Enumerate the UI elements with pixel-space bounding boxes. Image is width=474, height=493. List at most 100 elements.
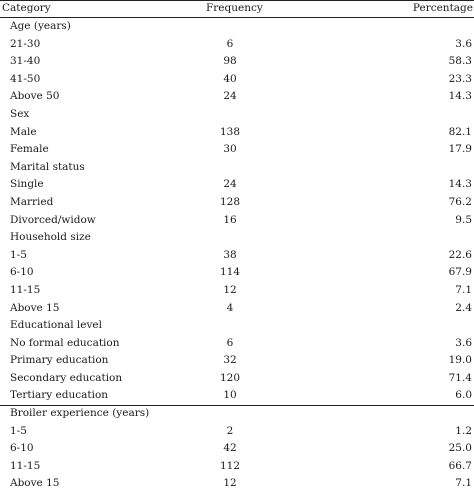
section-row: Sex (0, 106, 474, 124)
cell-category: Age (years) (10, 20, 71, 32)
cell-category: Single (10, 178, 44, 191)
table-row: Tertiary education 10 6.0 (0, 387, 474, 405)
table-row: 1-5 38 22.6 (0, 247, 474, 265)
cell-frequency: 12 (223, 283, 237, 296)
table-row: 1-5 2 1.2 (0, 423, 474, 441)
cell-frequency: 128 (219, 195, 241, 208)
table-row: 41-50 40 23.3 (0, 71, 474, 89)
cell-frequency: 24 (223, 90, 237, 103)
cell-frequency: 10 (223, 389, 237, 402)
table-body: Age (years) 21-30 6 3.6 31-40 98 58.3 41-50 40 23… (0, 18, 474, 493)
section-row: Household size (0, 229, 474, 247)
table-row: No formal education 6 3.6 (0, 335, 474, 353)
table-row: 31-40 98 58.3 (0, 53, 474, 71)
table-row: 21-30 6 3.6 (0, 36, 474, 54)
header-category: Category (2, 2, 51, 14)
table-row: Female 30 17.9 (0, 141, 474, 159)
table-top-rule (0, 0, 474, 1)
cell-percentage: 2.4 (455, 301, 472, 314)
cell-category: 41-50 (10, 72, 41, 85)
cell-frequency: 32 (223, 354, 237, 367)
table-row: 6-10 42 25.0 (0, 440, 474, 458)
table-header: Category Frequency Percentage (0, 0, 474, 17)
cell-frequency: 138 (219, 125, 241, 138)
cell-category: 1-5 (10, 248, 27, 261)
cell-category: Male (10, 125, 37, 138)
cell-percentage: 23.3 (448, 72, 472, 85)
cell-percentage: 76.2 (448, 195, 472, 208)
cell-percentage: 7.1 (455, 283, 472, 296)
cell-percentage: 17.9 (448, 143, 472, 156)
table-row: Married 128 76.2 (0, 194, 474, 212)
cell-category: Marital status (10, 160, 85, 173)
cell-frequency: 42 (223, 442, 237, 455)
cell-category: 21-30 (10, 37, 41, 50)
cell-percentage: 3.6 (455, 336, 472, 349)
cell-percentage: 14.3 (448, 178, 472, 191)
table-row: Above 50 24 14.3 (0, 88, 474, 106)
cell-category: Tertiary education (10, 389, 109, 402)
cell-category: 11-15 (10, 283, 41, 296)
cell-percentage: 22.6 (448, 248, 472, 261)
cell-frequency: 4 (226, 301, 234, 314)
cell-category: Educational level (10, 319, 102, 332)
cell-category: Above 15 (10, 477, 60, 490)
cell-frequency: 12 (223, 477, 237, 490)
table-row: 11-15 12 7.1 (0, 282, 474, 300)
cell-frequency: 16 (223, 213, 237, 226)
cell-percentage: 6.0 (455, 389, 472, 402)
cell-percentage: 3.6 (455, 37, 472, 50)
cell-frequency: 98 (223, 55, 237, 68)
cell-category: 11-15 (10, 459, 41, 472)
cell-category: 6-10 (10, 266, 34, 279)
cell-frequency: 114 (219, 266, 241, 279)
table-row: Above 15 4 2.4 (0, 300, 474, 318)
table-row: 11-15 112 66.7 (0, 458, 474, 476)
cell-frequency: 6 (226, 336, 234, 349)
cell-category: 6-10 (10, 442, 34, 455)
cell-category: Primary education (10, 354, 109, 367)
table-row: Single 24 14.3 (0, 176, 474, 194)
section-row: Educational level (0, 317, 474, 335)
cell-percentage: 7.1 (455, 477, 472, 490)
header-percentage: Percentage (412, 2, 473, 14)
cell-category: 1-5 (10, 424, 27, 437)
header-frequency: Frequency (206, 2, 263, 14)
cell-percentage: 25.0 (448, 442, 472, 455)
cell-percentage: 58.3 (448, 55, 472, 68)
table-row: Above 15 12 7.1 (0, 475, 474, 493)
cell-category: No formal education (10, 336, 120, 349)
cell-category: Sex (10, 107, 30, 120)
cell-frequency: 120 (219, 371, 241, 384)
table-row: Male 138 82.1 (0, 124, 474, 142)
cell-frequency: 40 (223, 72, 237, 85)
table-row: 6-10 114 67.9 (0, 264, 474, 282)
cell-percentage: 71.4 (448, 371, 472, 384)
table-row: Divorced/widow 16 9.5 (0, 212, 474, 230)
cell-category: Broiler experience (years) (10, 407, 150, 420)
section-row: Age (years) (0, 18, 474, 36)
section-row: Broiler experience (years) (0, 405, 474, 423)
cell-category: Female (10, 143, 49, 156)
cell-frequency: 112 (219, 459, 241, 472)
cell-frequency: 30 (223, 143, 237, 156)
cell-percentage: 1.2 (455, 424, 472, 437)
cell-category: Secondary education (10, 371, 123, 384)
cell-category: 31-40 (10, 55, 41, 68)
cell-category: Married (10, 195, 54, 208)
cell-frequency: 2 (226, 424, 234, 437)
cell-category: Divorced/widow (10, 213, 96, 226)
cell-category: Above 50 (10, 90, 60, 103)
cell-frequency: 6 (226, 37, 234, 50)
cell-percentage: 14.3 (448, 90, 472, 103)
cell-category: Household size (10, 231, 91, 244)
section-row: Marital status (0, 159, 474, 177)
cell-frequency: 38 (223, 248, 237, 261)
table-row: Primary education 32 19.0 (0, 352, 474, 370)
cell-percentage: 9.5 (455, 213, 472, 226)
cell-frequency: 24 (223, 178, 237, 191)
cell-percentage: 67.9 (448, 266, 472, 279)
cell-percentage: 82.1 (448, 125, 472, 138)
cell-category: Above 15 (10, 301, 60, 314)
cell-percentage: 19.0 (448, 354, 472, 367)
